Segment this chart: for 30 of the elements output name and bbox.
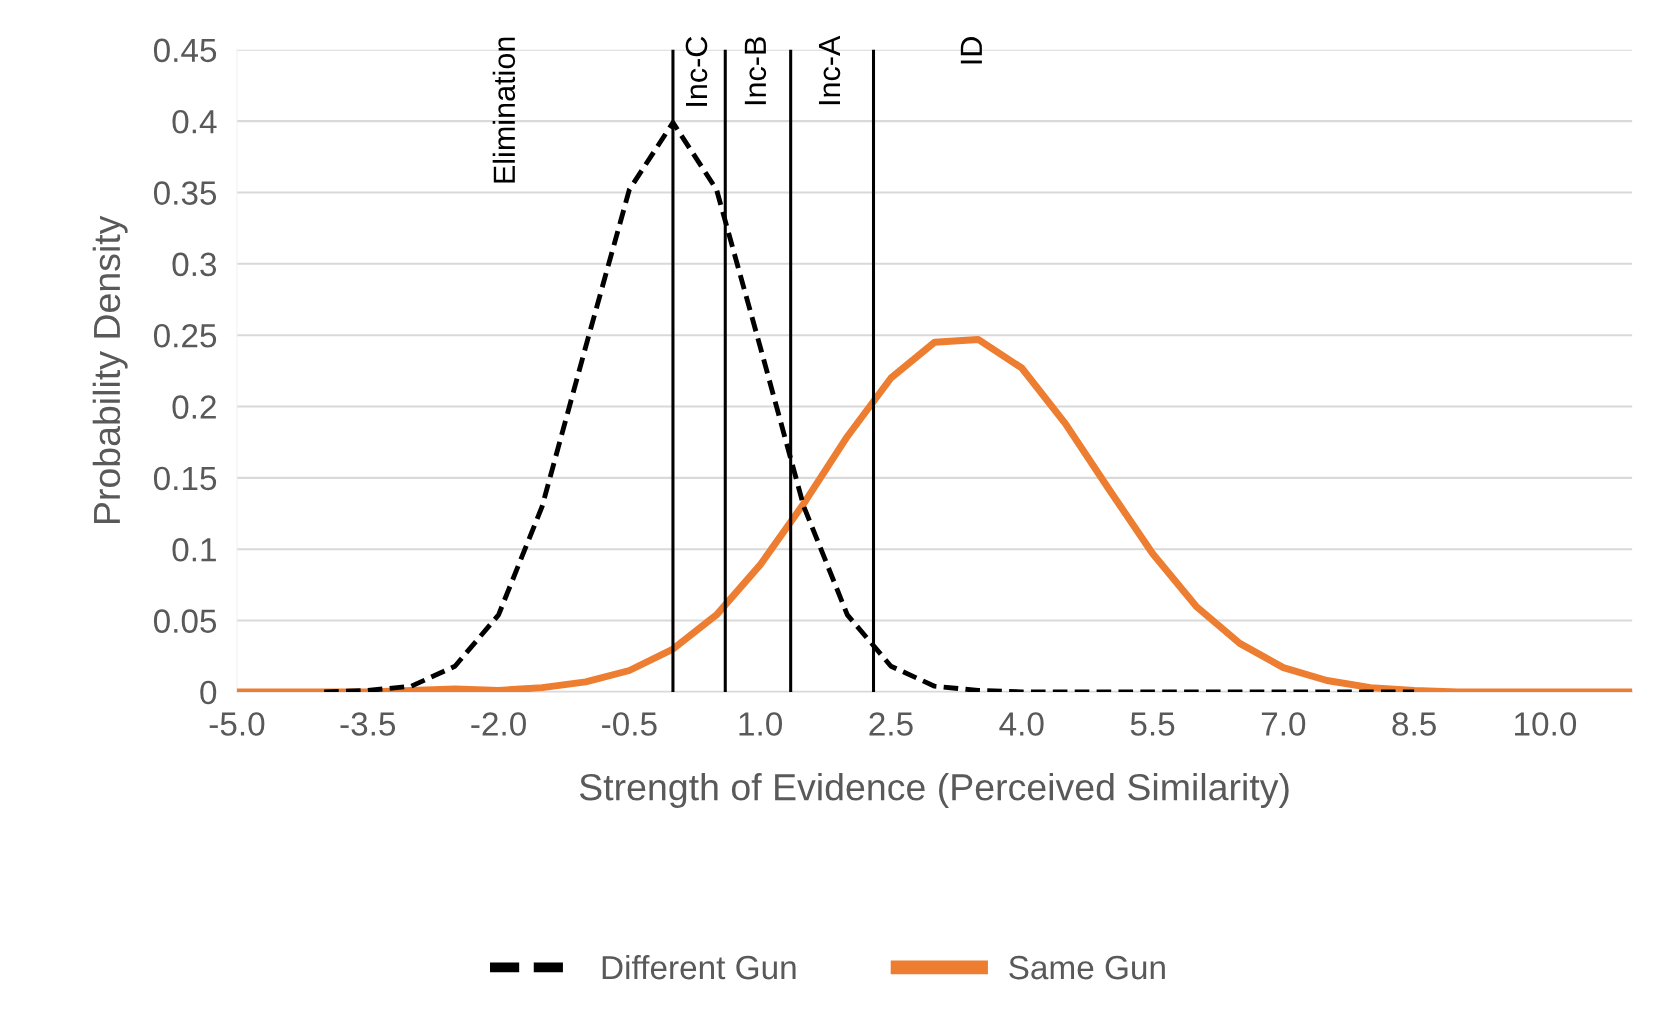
y-tick-label: 0.1 xyxy=(172,538,216,562)
annotation: ID xyxy=(960,37,982,64)
x-tick-label: -3.5 xyxy=(340,712,396,736)
y-tick-label: 0.15 xyxy=(153,466,217,491)
y-tick-label: 0.05 xyxy=(153,609,217,633)
annotation: Elimination xyxy=(492,37,516,183)
x-tick-label: 4.0 xyxy=(999,712,1044,736)
annotation: Inc-C xyxy=(685,36,708,106)
y-tick-label: 0.4 xyxy=(172,109,217,134)
x-tick-label: -5.0 xyxy=(209,712,265,736)
x-tick-label: -0.5 xyxy=(602,712,657,736)
x-axis-title: Strength of Evidence (Perceived Similarity) xyxy=(579,772,1289,808)
legend-label: Same Gun xyxy=(1009,955,1165,980)
y-tick-label: 0.35 xyxy=(153,181,217,205)
x-tick-label: 5.5 xyxy=(1130,712,1175,736)
y-tick-label: 0.25 xyxy=(153,323,217,348)
y-tick-label: 0.3 xyxy=(172,252,217,277)
x-tick-label: 8.5 xyxy=(1392,712,1436,736)
x-tick-label: -2.0 xyxy=(471,712,526,736)
y-axis-title: Probability Density xyxy=(92,215,128,524)
y-tick-label: 0.2 xyxy=(172,395,216,419)
x-tick-label: 1.0 xyxy=(739,712,783,736)
x-tick-label: 10.0 xyxy=(1515,712,1577,736)
annotation: Inc-A xyxy=(818,35,841,105)
legend-label: Different Gun xyxy=(602,954,796,980)
x-tick-label: 2.5 xyxy=(869,712,913,736)
annotation: Inc-B xyxy=(744,37,767,105)
y-tick-label: 0 xyxy=(200,680,217,705)
x-tick-label: 7.0 xyxy=(1261,712,1306,736)
y-tick-label: 0.45 xyxy=(153,38,217,63)
